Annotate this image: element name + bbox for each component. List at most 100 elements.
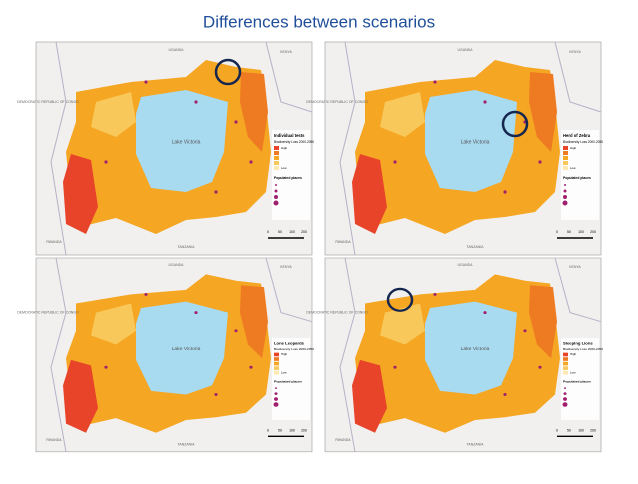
country-label: RWANDA	[335, 240, 351, 244]
map-panel: Lake Victoria UGANDA KENYA TANZANIA DEMOCRAT…	[17, 257, 314, 453]
medium-loss-area	[529, 285, 557, 359]
legend-place-dot	[274, 397, 278, 401]
legend-place-dot	[564, 184, 566, 186]
scale-label: 0	[556, 429, 558, 433]
legend-swatch	[274, 166, 279, 170]
legend-title: Lone Leopards	[274, 341, 305, 346]
legend-swatch	[274, 370, 279, 375]
country-label: RWANDA	[335, 438, 351, 442]
legend-low: Low	[570, 166, 576, 170]
place-dot	[433, 80, 437, 84]
place-dot	[234, 120, 238, 124]
place-dot	[104, 160, 108, 164]
legend-swatch	[563, 357, 568, 361]
lake	[136, 301, 228, 395]
country-label: KENYA	[569, 50, 581, 54]
legend-high: High	[570, 146, 577, 150]
legend-swatch	[563, 166, 568, 170]
country-label: TANZANIA	[178, 443, 196, 447]
legend-swatch	[563, 352, 568, 357]
scale-label: 50	[278, 230, 282, 234]
legend-place-dot	[562, 200, 568, 206]
legend-box	[272, 338, 310, 420]
high-loss-area	[352, 154, 387, 234]
scale-label: 0	[556, 230, 558, 234]
legend-place-dot	[274, 195, 278, 199]
scale-label: 0	[267, 230, 269, 234]
legend-low: Low	[570, 371, 576, 375]
legend-swatch	[274, 357, 279, 361]
place-dot	[194, 100, 198, 104]
place-dot	[249, 365, 253, 369]
lake	[136, 90, 228, 192]
legend-place-dot	[275, 184, 277, 186]
lake-label: Lake Victoria	[461, 139, 490, 145]
country-label: RWANDA	[46, 438, 62, 442]
highlight-ring	[386, 287, 414, 312]
legend-low: Low	[281, 166, 287, 170]
legend-box	[561, 338, 599, 420]
legend-swatch	[274, 361, 279, 366]
legend-swatch	[274, 352, 279, 357]
place-dot	[144, 80, 148, 84]
legend-places: Populated places	[563, 380, 591, 384]
legend-swatch	[563, 151, 568, 155]
low-loss-area	[91, 92, 136, 137]
place-dot	[194, 311, 198, 315]
scale-label: 200	[590, 429, 596, 433]
scale-label: 100	[289, 429, 295, 433]
legend-title: Individual tests	[274, 133, 305, 138]
scale-label: 200	[301, 230, 307, 234]
legend-swatch	[563, 370, 568, 375]
scale-label: 100	[578, 230, 584, 234]
place-dot	[393, 365, 397, 369]
place-dot	[503, 393, 507, 396]
legend-swatch	[274, 161, 279, 165]
legend-place-dot	[274, 189, 278, 193]
country-label: KENYA	[280, 50, 292, 54]
legend-place-dot	[564, 387, 566, 390]
country-border	[339, 41, 602, 256]
country-label: DEMOCRATIC REPUBLIC OF CONGO	[306, 100, 368, 104]
lake-label: Lake Victoria	[461, 346, 490, 352]
place-dot	[483, 311, 487, 315]
legend-place-dot	[273, 402, 279, 407]
place-dot	[234, 329, 238, 333]
scale-label: 100	[578, 429, 584, 433]
country-label: UGANDA	[458, 263, 474, 267]
legend-places: Populated places	[563, 176, 591, 180]
legend-place-dot	[563, 189, 567, 193]
place-dot	[538, 365, 542, 369]
country-border	[50, 41, 313, 256]
scale-label: 50	[567, 429, 571, 433]
country-label: DEMOCRATIC REPUBLIC OF CONGO	[17, 100, 79, 104]
place-dot	[104, 365, 108, 369]
legend-place-dot	[562, 402, 568, 407]
place-dot	[214, 393, 218, 396]
legend-swatch	[274, 156, 279, 160]
legend-place-dot	[274, 392, 278, 395]
legend-place-dot	[563, 195, 567, 199]
country-label: UGANDA	[169, 263, 185, 267]
country-label: TANZANIA	[466, 245, 484, 249]
country-label: TANZANIA	[177, 245, 195, 249]
place-dot	[523, 329, 527, 333]
slide-title: Differences between scenarios	[203, 12, 435, 31]
legend-swatch	[274, 366, 279, 370]
country-label: UGANDA	[458, 48, 474, 52]
country-label: TANZANIA	[467, 443, 485, 447]
medium-loss-area	[529, 72, 557, 152]
country-label: KENYA	[280, 265, 292, 269]
legend-place-dot	[563, 392, 567, 395]
legend-swatch	[274, 151, 279, 155]
low-loss-area	[91, 303, 136, 345]
legend-swatch	[563, 366, 568, 370]
legend-title: Herd of Zebra	[563, 133, 591, 138]
country-label: UGANDA	[169, 48, 185, 52]
low-loss-area	[380, 92, 425, 137]
legend-subtitle: Biodiversity Loss 2000-2050	[563, 347, 603, 351]
country-label: RWANDA	[46, 240, 62, 244]
high-loss-area	[352, 359, 387, 433]
scale-label: 0	[267, 429, 269, 433]
